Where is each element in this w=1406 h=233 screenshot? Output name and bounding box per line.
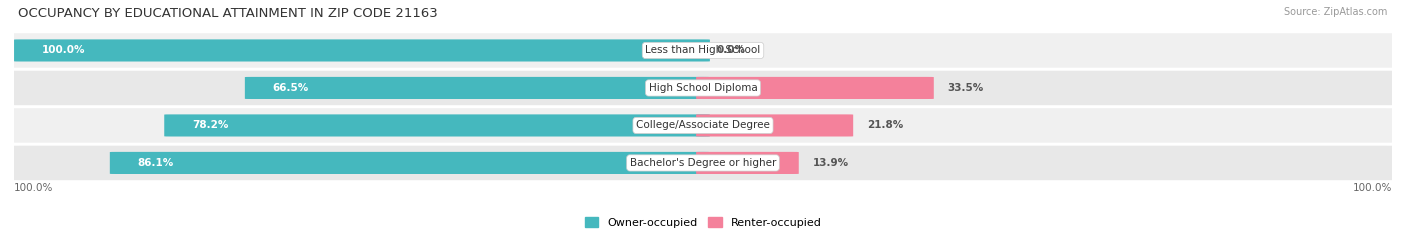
Text: 13.9%: 13.9% [813,158,849,168]
FancyBboxPatch shape [696,114,853,137]
Text: 100.0%: 100.0% [42,45,86,55]
Text: 33.5%: 33.5% [948,83,984,93]
FancyBboxPatch shape [0,33,1406,68]
Text: Less than High School: Less than High School [645,45,761,55]
FancyBboxPatch shape [0,108,1406,143]
FancyBboxPatch shape [0,146,1406,180]
Text: High School Diploma: High School Diploma [648,83,758,93]
FancyBboxPatch shape [165,114,710,137]
Text: Source: ZipAtlas.com: Source: ZipAtlas.com [1284,7,1388,17]
FancyBboxPatch shape [696,152,799,174]
Legend: Owner-occupied, Renter-occupied: Owner-occupied, Renter-occupied [585,217,821,228]
Text: College/Associate Degree: College/Associate Degree [636,120,770,130]
FancyBboxPatch shape [0,71,1406,105]
FancyBboxPatch shape [245,77,710,99]
Text: OCCUPANCY BY EDUCATIONAL ATTAINMENT IN ZIP CODE 21163: OCCUPANCY BY EDUCATIONAL ATTAINMENT IN Z… [18,7,439,20]
Text: 86.1%: 86.1% [138,158,173,168]
Text: Bachelor's Degree or higher: Bachelor's Degree or higher [630,158,776,168]
FancyBboxPatch shape [696,77,934,99]
Text: 100.0%: 100.0% [1353,183,1392,193]
Text: 66.5%: 66.5% [273,83,309,93]
Text: 0.0%: 0.0% [717,45,745,55]
Text: 100.0%: 100.0% [14,183,53,193]
FancyBboxPatch shape [110,152,710,174]
FancyBboxPatch shape [14,39,710,62]
Text: 21.8%: 21.8% [868,120,903,130]
Text: 78.2%: 78.2% [191,120,228,130]
